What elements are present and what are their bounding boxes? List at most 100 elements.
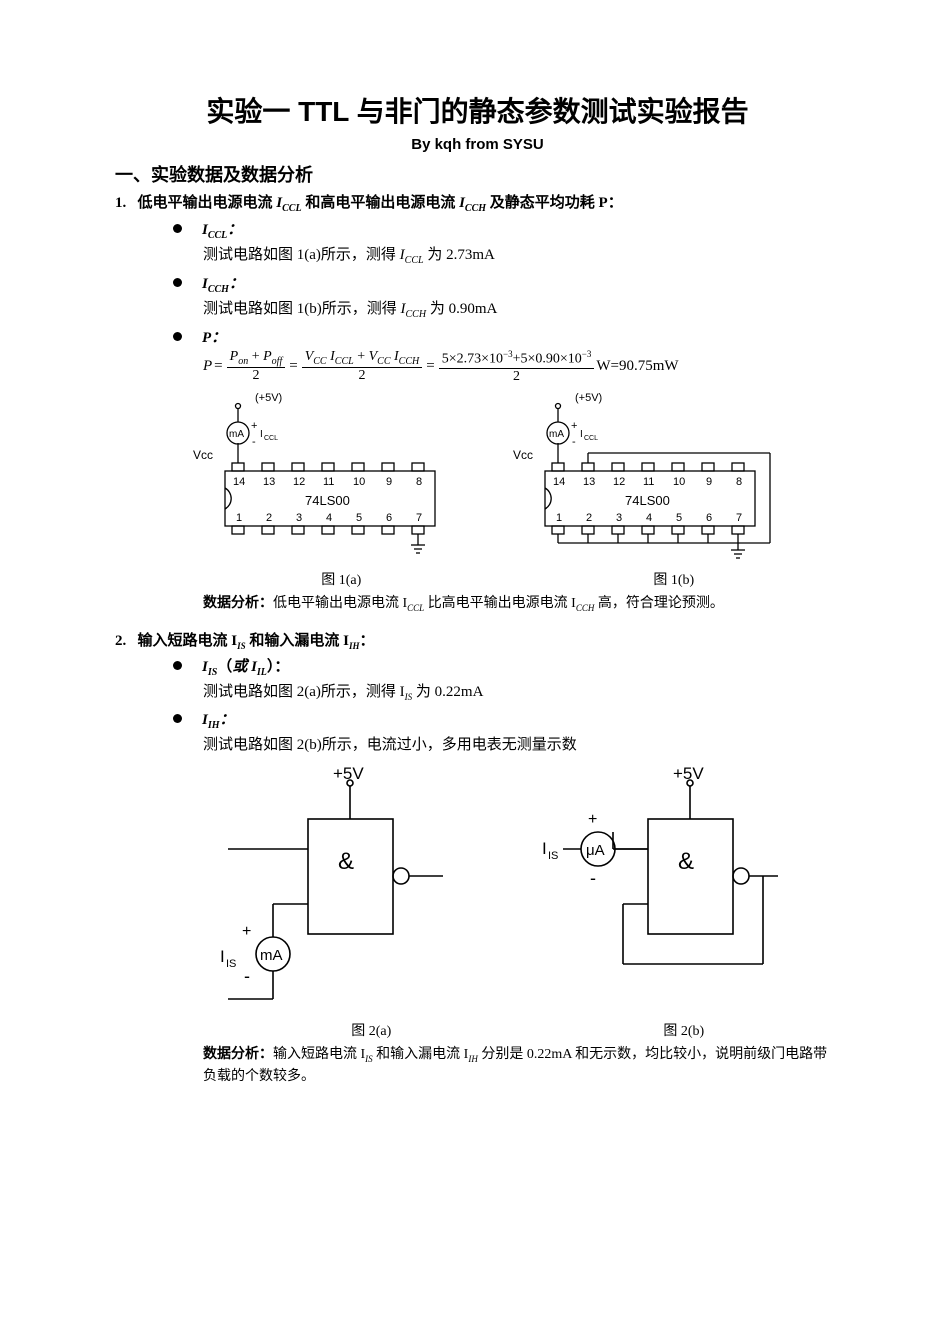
- iis-desc: 测试电路如图 2(a)所示，测得 IIS 为 0.22mA: [203, 680, 840, 702]
- svg-text:6: 6: [706, 512, 712, 524]
- fig1b-caption: 图 1(b): [508, 569, 841, 589]
- svg-text:(+5V): (+5V): [255, 393, 282, 404]
- iih-desc: 测试电路如图 2(b)所示，电流过小，多用电表无测量示数: [203, 733, 840, 754]
- svg-text:Vcc: Vcc: [513, 448, 533, 462]
- svg-text:-: -: [590, 868, 596, 888]
- svg-text:I: I: [260, 429, 263, 440]
- svg-text:7: 7: [416, 512, 422, 524]
- svg-text:1: 1: [236, 512, 242, 524]
- svg-text:4: 4: [326, 512, 332, 524]
- svg-text:9: 9: [706, 476, 712, 488]
- svg-text:8: 8: [416, 476, 422, 488]
- svg-text:9: 9: [386, 476, 392, 488]
- formula-result: W=90.75mW: [596, 358, 678, 375]
- svg-text:IS: IS: [548, 850, 558, 862]
- section-1-heading: 一、实验数据及数据分析: [115, 161, 840, 187]
- svg-text:13: 13: [583, 476, 595, 488]
- svg-text:3: 3: [296, 512, 302, 524]
- svg-text:&: &: [678, 848, 694, 875]
- svg-text:-: -: [252, 436, 256, 448]
- document-author: By kqh from SYSU: [115, 136, 840, 153]
- svg-text:+: +: [588, 811, 597, 828]
- document-title: 实验一 TTL 与非门的静态参数测试实验报告: [115, 90, 840, 130]
- svg-text:6: 6: [386, 512, 392, 524]
- svg-text:14: 14: [233, 476, 245, 488]
- iih-label: IIH：: [202, 708, 235, 731]
- svg-text:2: 2: [586, 512, 592, 524]
- figure-2-captions: 图 2(a) 图 2(b): [215, 1020, 840, 1040]
- svg-text:11: 11: [643, 476, 654, 488]
- bullet-p: P：: [173, 326, 840, 347]
- svg-text:+: +: [571, 420, 577, 432]
- svg-text:+: +: [251, 420, 257, 432]
- bullet-iis: IIS（或 IIL）：: [173, 655, 840, 678]
- svg-text:+5V: +5V: [673, 764, 704, 783]
- analysis-label-2: 数据分析：: [203, 1047, 273, 1062]
- svg-text:10: 10: [353, 476, 365, 488]
- bullet-icon: [173, 661, 182, 670]
- p-label: P：: [202, 326, 226, 347]
- item2-analysis: 数据分析：输入短路电流 IIS 和输入漏电流 IIH 分别是 0.22mA 和无…: [203, 1044, 840, 1087]
- svg-text:12: 12: [613, 476, 625, 488]
- svg-text:5: 5: [676, 512, 682, 524]
- figure-1b: (+5V) mA + - ICCL Vcc 141312111098 12345…: [495, 393, 775, 563]
- figure-1a: (+5V) mA + - ICCL Vcc 141312111098 12345…: [175, 393, 455, 563]
- item-1-heading: 1. 低电平输出电源电流 ICCL 和高电平输出电源电流 ICCH 及静态平均功…: [115, 191, 840, 214]
- svg-text:13: 13: [263, 476, 275, 488]
- iccl-desc: 测试电路如图 1(a)所示，测得 ICCL 为 2.73mA: [203, 243, 840, 266]
- bullet-iih: IIH：: [173, 708, 840, 731]
- iis-label: IIS（或 IIL）：: [202, 655, 289, 678]
- iccl-label: ICCL：: [202, 218, 242, 241]
- bullet-icch: ICCH：: [173, 272, 840, 295]
- figure-2-pair: +5V & + - IIS mA: [145, 764, 840, 1014]
- svg-text:1: 1: [556, 512, 562, 524]
- svg-text:+: +: [242, 923, 251, 940]
- analysis-label: 数据分析：: [203, 596, 273, 611]
- item1-analysis: 数据分析：低电平输出电源电流 ICCL 比高电平输出电源电流 ICCH 高，符合…: [203, 593, 840, 615]
- svg-text:74LS00: 74LS00: [305, 493, 350, 508]
- svg-text:3: 3: [616, 512, 622, 524]
- svg-text:5: 5: [356, 512, 362, 524]
- fig2a-caption: 图 2(a): [215, 1020, 528, 1040]
- svg-text:+5V: +5V: [333, 764, 364, 783]
- bullet-icon: [173, 714, 182, 723]
- svg-text:&: &: [338, 848, 354, 875]
- svg-text:IS: IS: [226, 958, 236, 970]
- svg-text:74LS00: 74LS00: [625, 493, 670, 508]
- svg-text:Vcc: Vcc: [193, 448, 213, 462]
- figure-2b: +5V & + - IIS μA: [528, 764, 788, 1014]
- svg-text:7: 7: [736, 512, 742, 524]
- svg-text:I: I: [220, 947, 225, 966]
- svg-text:CCL: CCL: [264, 435, 278, 442]
- svg-text:4: 4: [646, 512, 652, 524]
- icch-label: ICCH：: [202, 272, 244, 295]
- svg-text:mA: mA: [549, 429, 564, 440]
- svg-text:μA: μA: [586, 842, 605, 859]
- svg-text:(+5V): (+5V): [575, 393, 602, 404]
- svg-text:-: -: [244, 966, 250, 986]
- bullet-icon: [173, 278, 182, 287]
- figure-1-pair: (+5V) mA + - ICCL Vcc 141312111098 12345…: [175, 393, 840, 563]
- fig2b-caption: 图 2(b): [528, 1020, 841, 1040]
- power-formula: P= Pon + Poff2 = VCC ICCL + VCC ICCH2 = …: [203, 349, 840, 385]
- icch-desc: 测试电路如图 1(b)所示，测得 ICCH 为 0.90mA: [203, 297, 840, 320]
- svg-text:10: 10: [673, 476, 685, 488]
- bullet-icon: [173, 224, 182, 233]
- svg-text:12: 12: [293, 476, 305, 488]
- figure-2a: +5V & + - IIS mA: [198, 764, 458, 1014]
- bullet-iccl: ICCL：: [173, 218, 840, 241]
- figure-1-captions: 图 1(a) 图 1(b): [175, 569, 840, 589]
- fig1a-caption: 图 1(a): [175, 569, 508, 589]
- svg-text:2: 2: [266, 512, 272, 524]
- document-page: 实验一 TTL 与非门的静态参数测试实验报告 By kqh from SYSU …: [0, 0, 945, 1161]
- svg-text:I: I: [542, 839, 547, 858]
- svg-text:CCL: CCL: [584, 435, 598, 442]
- svg-text:I: I: [580, 429, 583, 440]
- svg-text:14: 14: [553, 476, 565, 488]
- svg-text:11: 11: [323, 476, 334, 488]
- svg-text:-: -: [572, 436, 576, 448]
- bullet-icon: [173, 332, 182, 341]
- svg-text:8: 8: [736, 476, 742, 488]
- svg-text:mA: mA: [260, 947, 283, 964]
- item-2-heading: 2. 输入短路电流 IIS 和输入漏电流 IIH：: [115, 629, 840, 651]
